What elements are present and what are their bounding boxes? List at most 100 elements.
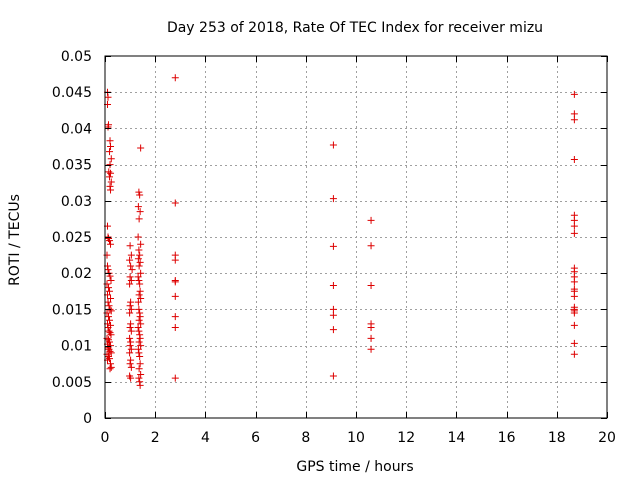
data-point — [106, 316, 114, 324]
y-tick-label: 0.02 — [61, 266, 92, 282]
data-point — [136, 331, 144, 339]
data-point — [135, 276, 143, 284]
data-point — [107, 363, 115, 371]
data-point — [329, 311, 337, 319]
data-point — [171, 74, 179, 82]
data-point — [135, 305, 143, 313]
data-point — [126, 349, 134, 357]
data-point — [126, 302, 134, 310]
y-tick-label: 0.005 — [52, 375, 92, 391]
data-point — [329, 195, 337, 203]
data-point — [135, 349, 143, 357]
data-point — [107, 178, 115, 186]
grid — [105, 56, 607, 418]
data-point — [126, 342, 134, 350]
x-tick-label: 0 — [101, 430, 110, 446]
x-tick-label: 2 — [151, 430, 160, 446]
data-point — [107, 240, 115, 248]
data-point — [127, 356, 135, 364]
data-point — [127, 298, 135, 306]
data-point — [570, 229, 578, 237]
data-point — [104, 324, 112, 331]
data-point — [135, 291, 143, 299]
data-point — [570, 90, 578, 98]
data-point — [135, 246, 143, 254]
data-point — [137, 269, 145, 277]
y-axis-label: ROTI / TECUs — [7, 194, 23, 286]
data-point — [137, 320, 145, 328]
data-point — [137, 144, 145, 152]
y-tick-label: 0 — [83, 411, 92, 427]
data-point — [171, 199, 179, 207]
data-point — [127, 305, 135, 313]
data-point — [136, 360, 144, 368]
data-point — [107, 349, 115, 357]
data-point — [126, 242, 134, 250]
data-point — [105, 168, 113, 176]
data-point — [367, 324, 375, 331]
data-point — [570, 222, 578, 230]
data-point — [106, 148, 114, 156]
data-point — [171, 324, 179, 331]
x-tick-label: 12 — [397, 430, 415, 446]
data-point — [106, 237, 114, 245]
data-point — [136, 309, 144, 317]
chart-title: Day 253 of 2018, Rate Of TEC Index for r… — [167, 20, 543, 36]
data-point — [107, 186, 115, 194]
data-point — [104, 123, 112, 131]
y-tick-label: 0.03 — [61, 194, 92, 210]
data-point — [127, 374, 135, 382]
data-point — [106, 182, 114, 190]
data-point — [126, 280, 134, 288]
x-tick-label: 20 — [598, 430, 616, 446]
y-tick-label: 0.045 — [52, 85, 92, 101]
data-point — [104, 266, 112, 274]
data-point — [329, 282, 337, 290]
data-point — [106, 137, 114, 145]
data-point — [136, 334, 144, 342]
data-point — [107, 360, 115, 368]
x-tick-label: 18 — [548, 430, 566, 446]
data-point — [137, 371, 145, 379]
data-point — [106, 365, 114, 373]
data-point — [136, 208, 144, 216]
y-tick-label: 0.025 — [52, 230, 92, 246]
data-point — [106, 161, 114, 169]
data-point — [137, 240, 145, 248]
data-point — [367, 242, 375, 250]
data-point — [105, 302, 113, 310]
data-point — [570, 350, 578, 358]
data-point — [570, 156, 578, 164]
data-point — [329, 141, 337, 149]
data-point — [127, 262, 135, 270]
data-point — [367, 345, 375, 353]
x-tick-label: 14 — [447, 430, 465, 446]
data-point — [127, 320, 135, 328]
data-point — [329, 372, 337, 380]
data-point — [127, 276, 135, 284]
data-point — [105, 327, 113, 335]
data-point — [107, 155, 115, 163]
data-point — [126, 334, 134, 342]
data-point — [136, 191, 144, 199]
x-tick-label: 6 — [251, 430, 260, 446]
x-tick-label: 8 — [301, 430, 310, 446]
data-point — [107, 307, 115, 315]
data-point — [135, 338, 143, 346]
ticks: 0 2 4 6 8 10 12 14 16 18 20 0 0.005 0.01 0.015 0.02 0.02… — [52, 49, 616, 446]
data-point — [136, 258, 144, 266]
data-point — [135, 262, 143, 270]
data-point — [127, 327, 135, 335]
scatter-series — [103, 74, 578, 389]
data-point — [570, 116, 578, 124]
data-point — [135, 374, 143, 382]
data-point — [127, 345, 135, 353]
data-point — [134, 233, 142, 241]
data-point — [105, 313, 113, 321]
data-point — [107, 295, 115, 303]
data-point — [104, 298, 112, 306]
data-point — [135, 188, 143, 196]
x-tick-label: 10 — [347, 430, 365, 446]
data-point — [106, 287, 114, 295]
data-point — [136, 280, 144, 288]
